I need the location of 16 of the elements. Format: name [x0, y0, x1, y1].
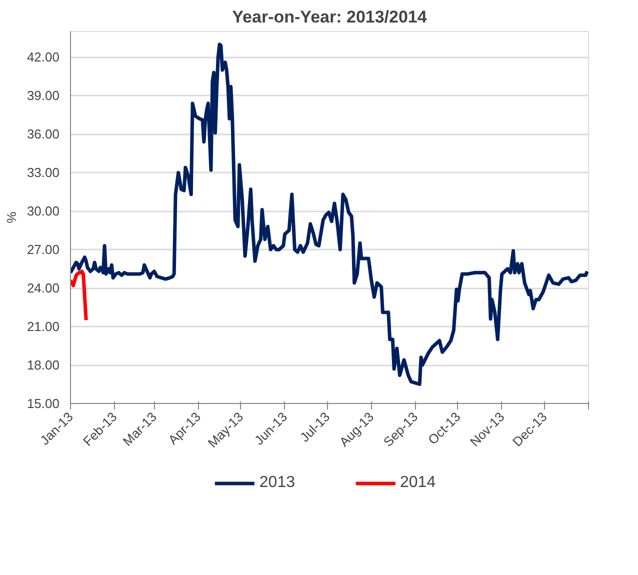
chart-title: Year-on-Year: 2013/2014 — [232, 8, 428, 26]
y-tick-label: 42.00 — [26, 50, 60, 65]
y-tick-label: 18.00 — [26, 358, 60, 373]
y-tick-label: 39.00 — [26, 88, 60, 104]
legend-label: 2014 — [400, 474, 436, 492]
y-tick-label: 30.00 — [26, 204, 60, 219]
y-tick-label: 27.00 — [26, 242, 60, 258]
y-axis-title: % — [4, 211, 19, 224]
y-tick-label: 33.00 — [26, 165, 60, 180]
legend-label: 2013 — [259, 474, 295, 492]
line-series — [70, 270, 88, 322]
y-tick-label: 21.00 — [26, 319, 60, 334]
y-tick-label: 15.00 — [26, 396, 60, 411]
y-tick-label: 24.00 — [26, 280, 60, 296]
line-series — [70, 42, 588, 386]
y-tick-label: 36.00 — [26, 126, 60, 142]
